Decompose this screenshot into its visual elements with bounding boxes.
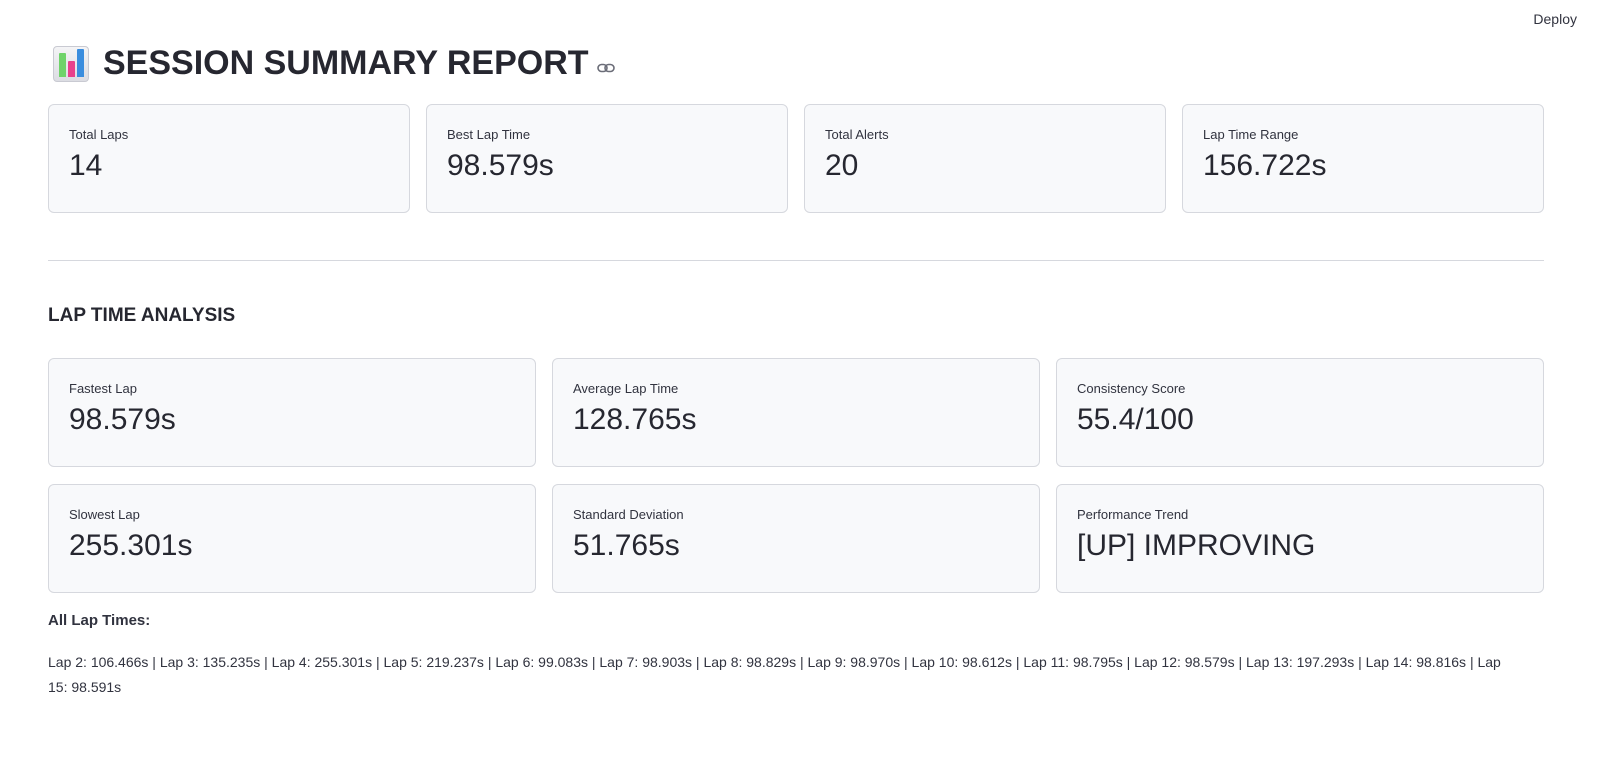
metric-value: [UP] IMPROVING (1077, 529, 1316, 562)
all-lap-times-text: Lap 2: 106.466s | Lap 3: 135.235s | Lap … (48, 654, 1501, 695)
metric-label: Consistency Score (1077, 381, 1186, 396)
metric-label: Standard Deviation (573, 507, 684, 522)
deploy-button[interactable]: Deploy (1533, 11, 1577, 27)
metric-label: Slowest Lap (69, 507, 140, 522)
lap-metrics-row-1: Fastest Lap 98.579s Average Lap Time 128… (48, 358, 1544, 467)
metric-total-alerts: Total Alerts 20 (804, 104, 1166, 213)
metric-label: Performance Trend (1077, 507, 1189, 522)
metric-slowest-lap: Slowest Lap 255.301s (48, 484, 536, 593)
lap-metrics-row-2: Slowest Lap 255.301s Standard Deviation … (48, 484, 1544, 593)
metric-value: 255.301s (69, 529, 193, 562)
metric-lap-time-range: Lap Time Range 156.722s (1182, 104, 1544, 213)
metric-value: 98.579s (447, 149, 554, 182)
page-title: SESSION SUMMARY REPORT (103, 44, 589, 82)
metric-value: 128.765s (573, 403, 697, 436)
metric-total-laps: Total Laps 14 (48, 104, 410, 213)
link-icon[interactable] (596, 62, 615, 74)
metric-value: 14 (69, 149, 103, 182)
metric-value: 98.579s (69, 403, 176, 436)
title-row: SESSION SUMMARY REPORT (53, 44, 615, 83)
metric-consistency-score: Consistency Score 55.4/100 (1056, 358, 1544, 467)
metric-value: 55.4/100 (1077, 403, 1194, 436)
metric-label: Fastest Lap (69, 381, 137, 396)
metric-value: 51.765s (573, 529, 680, 562)
all-lap-times-label: All Lap Times: (48, 612, 151, 629)
metric-value: 156.722s (1203, 149, 1327, 182)
summary-metrics: Total Laps 14 Best Lap Time 98.579s Tota… (48, 104, 1544, 213)
metric-label: Lap Time Range (1203, 127, 1299, 142)
metric-average-lap-time: Average Lap Time 128.765s (552, 358, 1040, 467)
divider (48, 260, 1544, 261)
metric-label: Average Lap Time (573, 381, 679, 396)
section-title-lap-analysis: LAP TIME ANALYSIS (48, 305, 236, 326)
metric-fastest-lap: Fastest Lap 98.579s (48, 358, 536, 467)
metric-value: 20 (825, 149, 859, 182)
metric-label: Best Lap Time (447, 127, 531, 142)
metric-best-lap-time: Best Lap Time 98.579s (426, 104, 788, 213)
metric-standard-deviation: Standard Deviation 51.765s (552, 484, 1040, 593)
metric-label: Total Alerts (825, 127, 889, 142)
metric-performance-trend: Performance Trend [UP] IMPROVING (1056, 484, 1544, 593)
bar-chart-icon (53, 45, 89, 82)
metric-label: Total Laps (69, 127, 129, 142)
